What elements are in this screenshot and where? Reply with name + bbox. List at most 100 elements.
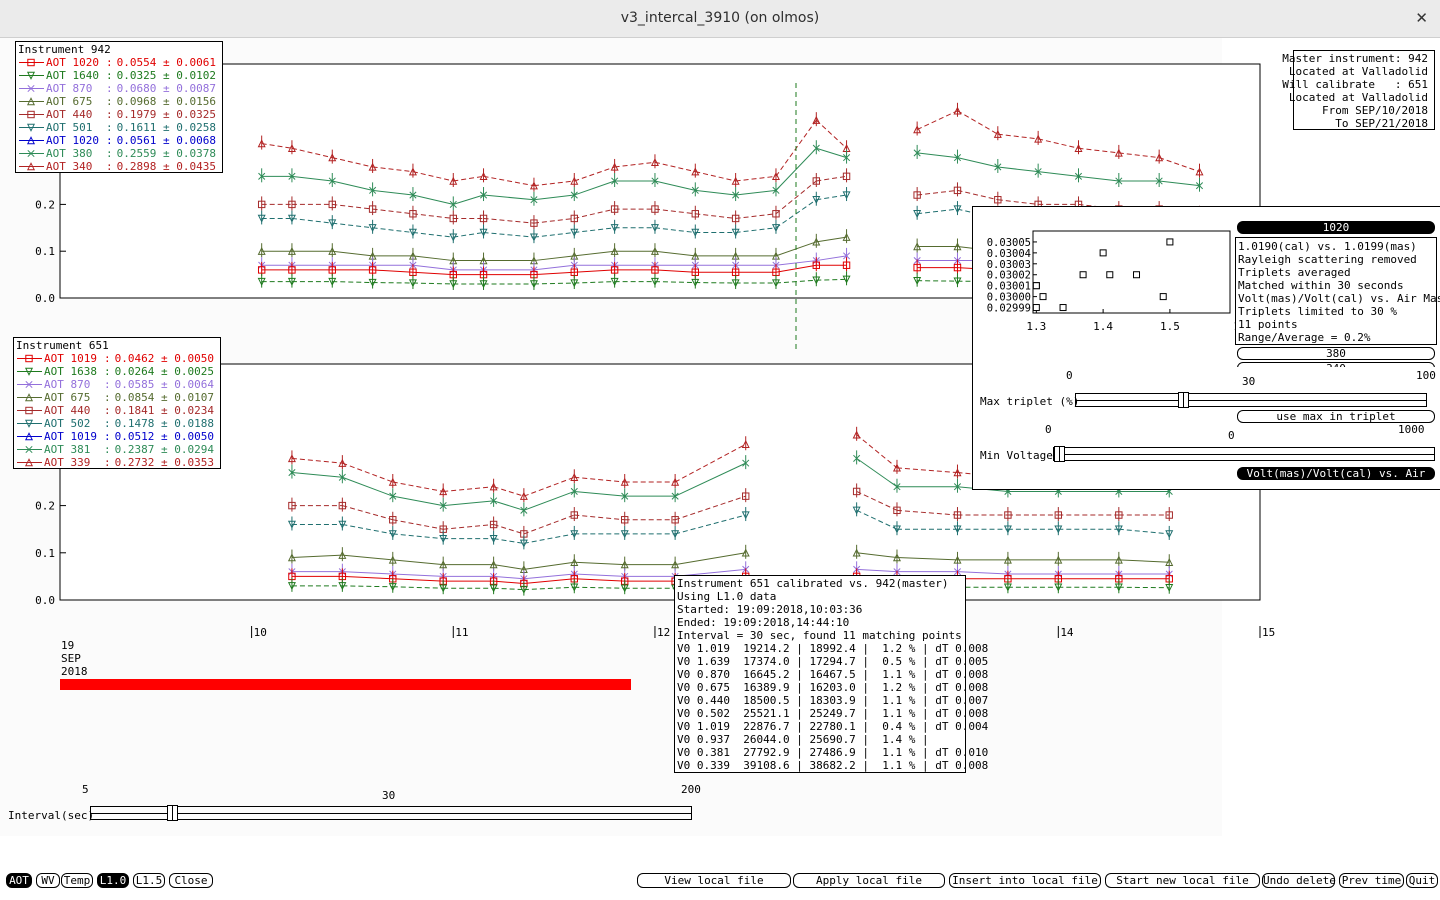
insert-into-local-file-button[interactable]: Insert into local file bbox=[949, 873, 1101, 888]
min-voltage-slider[interactable] bbox=[1053, 446, 1435, 462]
legend-master-name: AOT 380 bbox=[46, 147, 93, 160]
series-segment bbox=[332, 250, 373, 257]
legend-calibrated-marker-x bbox=[17, 380, 42, 389]
series-segment bbox=[412, 171, 454, 182]
legend-marker bbox=[25, 354, 33, 363]
series-segment bbox=[291, 554, 343, 559]
max-triplet-slider[interactable] bbox=[1075, 392, 1427, 408]
legend-master-value: 0.0680 ± 0.0087 bbox=[116, 82, 216, 95]
ratio-y-tick-label: 0.03005 bbox=[987, 237, 1031, 249]
series-segment bbox=[735, 213, 777, 219]
min-voltage-slider-handle[interactable] bbox=[1054, 446, 1065, 462]
legend-master-title: Instrument 942 bbox=[18, 43, 111, 56]
legend-master-row: AOT 380:0.2559 ± 0.0378 bbox=[16, 147, 220, 160]
series-segment bbox=[695, 213, 736, 219]
legend-master-value: 0.2559 ± 0.0378 bbox=[116, 147, 216, 160]
calibration-info-line: Rayleigh scattering removed bbox=[1238, 253, 1417, 266]
calibration-info-lines: 1.0190(cal) vs. 1.0199(mas) Rayleigh sca… bbox=[1235, 237, 1440, 345]
series-segment bbox=[1078, 175, 1119, 182]
data-point bbox=[771, 172, 780, 181]
mode-button-l1-0[interactable]: L1.0 bbox=[97, 873, 129, 888]
master-info-box: Master instrument: 942 Located at Vallad… bbox=[1282, 50, 1435, 130]
series-segment bbox=[1118, 152, 1160, 159]
band-380-button[interactable]: 380 bbox=[1237, 347, 1435, 360]
ratio-plot-frame bbox=[1032, 230, 1231, 314]
series-segment bbox=[574, 514, 625, 521]
series-segment bbox=[1078, 147, 1119, 154]
series-segment bbox=[291, 147, 333, 159]
series-aot-381 bbox=[288, 450, 1173, 517]
data-point bbox=[570, 176, 579, 185]
interval-slider[interactable] bbox=[90, 805, 692, 821]
min-voltage-mid-label: 0 bbox=[1228, 429, 1235, 442]
legend-calibrated-title: Instrument 651 bbox=[16, 339, 109, 352]
calibration-report-line: V0 0.440 18500.5 | 18303.9 | 1.1 % | dT … bbox=[677, 694, 989, 707]
legend-master-marker-square bbox=[19, 58, 44, 67]
legend-calibrated-value: 0.0462 ± 0.0050 bbox=[114, 352, 214, 365]
mode-button-close[interactable]: Close bbox=[169, 873, 213, 888]
y-tick-label: 0.1 bbox=[35, 245, 55, 258]
legend-calibrated-value: 0.0585 ± 0.0064 bbox=[114, 378, 214, 391]
legend-calibrated-name: AOT 381 bbox=[44, 443, 91, 456]
series-segment bbox=[412, 194, 454, 205]
view-local-file-button[interactable]: View local file bbox=[637, 873, 791, 888]
data-point bbox=[852, 487, 861, 496]
legend-master-name: AOT 675 bbox=[46, 95, 93, 108]
data-point bbox=[852, 430, 861, 439]
series-segment bbox=[392, 586, 444, 589]
apply-local-file-button[interactable]: Apply local file bbox=[793, 873, 945, 888]
series-segment bbox=[816, 194, 847, 201]
max-triplet-slider-handle[interactable] bbox=[1178, 392, 1189, 408]
date-day: 19 bbox=[61, 639, 75, 652]
data-point bbox=[741, 548, 750, 557]
legend-master-row: AOT 675:0.0968 ± 0.0156 bbox=[16, 95, 220, 108]
series-segment bbox=[291, 457, 343, 464]
mode-button-l1-5[interactable]: L1.5 bbox=[133, 873, 165, 888]
selected-time-range-bar[interactable] bbox=[60, 679, 631, 690]
mode-button-temp[interactable]: Temp bbox=[61, 873, 93, 888]
time-axis-tick-label: 10 bbox=[254, 626, 267, 639]
series-segment bbox=[493, 524, 525, 535]
calibration-panel: 1020 0.03005 0.03004 0.03003 0.03002 0.03001… bbox=[972, 206, 1440, 490]
series-segment bbox=[412, 213, 454, 219]
series-segment bbox=[574, 269, 615, 273]
use-max-in-triplet-button[interactable]: use max in triplet bbox=[1237, 410, 1435, 423]
series-segment bbox=[372, 189, 413, 196]
prev-time-button[interactable]: Prev time bbox=[1339, 873, 1404, 888]
data-point bbox=[671, 477, 680, 486]
interval-slider-handle[interactable] bbox=[166, 805, 178, 821]
interval-min-label: 5 bbox=[82, 783, 89, 796]
series-segment bbox=[674, 462, 746, 497]
mode-button-wv[interactable]: WV bbox=[36, 873, 60, 888]
series-segment bbox=[342, 523, 393, 535]
y-tick-label: 0.2 bbox=[35, 500, 55, 513]
calibration-report-line: V0 1.019 22876.7 | 22780.1 | 0.4 % | dT … bbox=[677, 720, 989, 733]
quit-button[interactable]: Quit bbox=[1406, 873, 1438, 888]
start-new-local-file-button[interactable]: Start new local file bbox=[1105, 873, 1260, 888]
series-segment bbox=[392, 533, 444, 540]
data-point bbox=[913, 125, 922, 134]
series-segment bbox=[1158, 157, 1200, 173]
ratio-point bbox=[1039, 293, 1047, 301]
undo-delete-button[interactable]: Undo delete bbox=[1262, 873, 1336, 888]
series-segment bbox=[342, 571, 393, 575]
series-segment bbox=[816, 236, 847, 243]
legend-marker bbox=[25, 445, 33, 454]
series-segment bbox=[816, 147, 847, 159]
ratio-point bbox=[1032, 282, 1040, 290]
legend-marker bbox=[26, 97, 36, 106]
legend-master-colon: : bbox=[106, 69, 113, 82]
ratio-x-tick-label: 1.4 bbox=[1093, 320, 1113, 333]
legend-calibrated-marker-tri-up bbox=[17, 458, 42, 467]
series-segment bbox=[483, 175, 535, 187]
mode-button-aot[interactable]: AOT bbox=[6, 873, 32, 888]
calibration-info-line: Triplets limited to 30 % bbox=[1238, 305, 1397, 318]
ratio-y-tick-label: 0.02999 bbox=[987, 303, 1031, 315]
close-icon[interactable]: ✕ bbox=[1415, 9, 1428, 27]
band-1020-button[interactable]: 1020 bbox=[1237, 221, 1435, 234]
band-340-button[interactable]: 340 bbox=[1237, 362, 1435, 367]
series-segment bbox=[574, 578, 625, 582]
legend-calibrated-row: AOT 870:0.0585 ± 0.0064 bbox=[14, 378, 218, 391]
ratio-mode-button[interactable]: Volt(mas)/Volt(cal) vs. Air Mass bbox=[1237, 467, 1435, 490]
series-segment bbox=[291, 472, 343, 478]
